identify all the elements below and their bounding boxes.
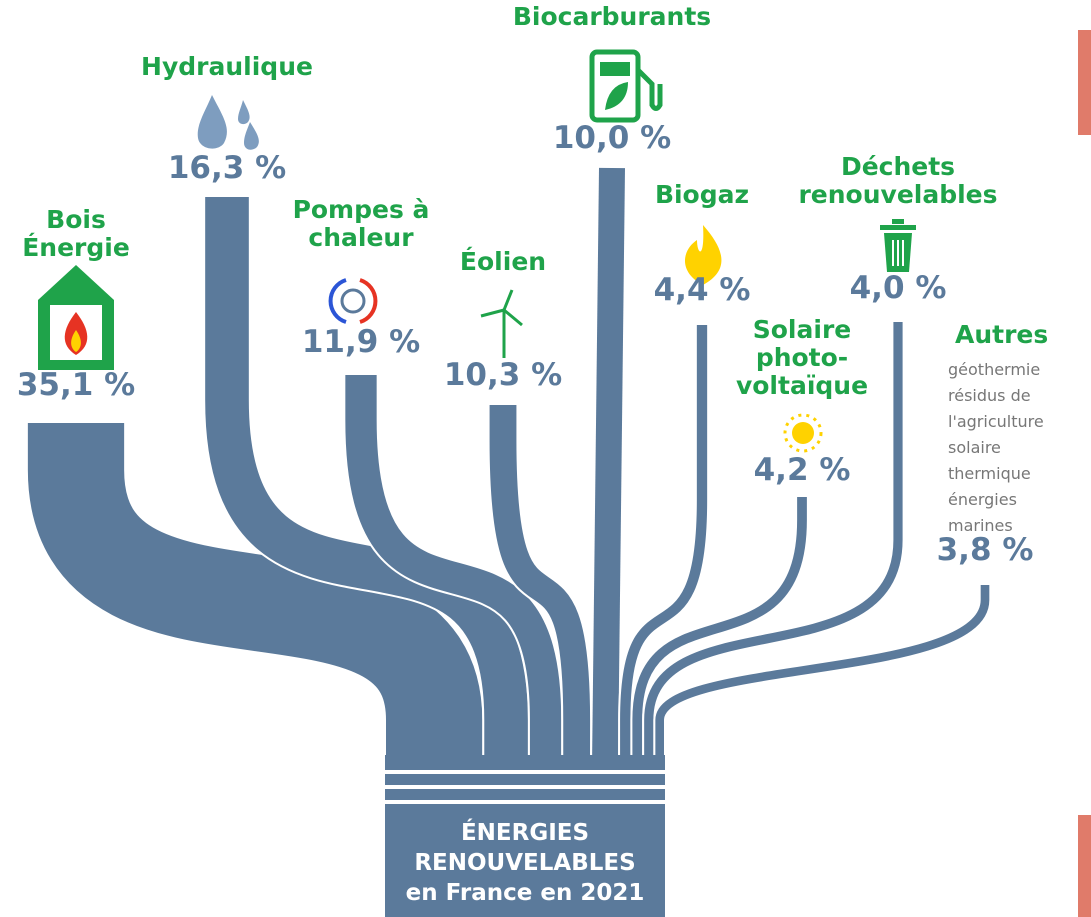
flow-outline xyxy=(653,585,992,760)
edge-bar xyxy=(1078,30,1091,135)
node-label: Énergie xyxy=(22,233,130,262)
icon-wind xyxy=(480,289,523,358)
icon-pump xyxy=(589,49,663,123)
node-label: Pompes à xyxy=(293,195,430,224)
node-label: renouvelables xyxy=(798,180,997,209)
value-label: 16,3 % xyxy=(168,150,286,186)
flow xyxy=(592,167,625,761)
node-label: chaleur xyxy=(308,223,414,252)
value-label: 3,8 % xyxy=(937,532,1034,568)
flow xyxy=(205,197,528,760)
flows xyxy=(25,167,992,761)
value-label: 10,0 % xyxy=(553,120,671,156)
flow xyxy=(345,375,562,760)
node-label: Bois xyxy=(46,205,106,234)
node-label: photo- xyxy=(756,343,848,372)
icon-house xyxy=(38,265,114,370)
annotation: énergies xyxy=(948,490,1017,509)
node-label: Déchets xyxy=(841,152,955,181)
flow xyxy=(632,497,807,760)
trunk xyxy=(385,755,665,917)
annotation: solaire xyxy=(948,438,1001,457)
value-label: 11,9 % xyxy=(302,324,420,360)
edge-bar xyxy=(1078,815,1091,917)
node-label: Autres xyxy=(955,320,1048,349)
icon-bin xyxy=(880,219,916,272)
flow xyxy=(489,405,591,760)
annotation: thermique xyxy=(948,464,1031,483)
trunk-lines xyxy=(385,770,665,804)
node-label: Solaire xyxy=(753,315,851,344)
value-label: 4,0 % xyxy=(850,270,947,306)
flow xyxy=(620,325,708,760)
value-label: 4,2 % xyxy=(754,452,851,488)
chart-title: en France en 2021 xyxy=(406,880,645,906)
icon-drops xyxy=(197,95,259,150)
icon-flame xyxy=(684,225,722,285)
annotation: marines xyxy=(948,516,1013,535)
value-label: 4,4 % xyxy=(654,272,751,308)
node-label: voltaïque xyxy=(736,371,868,400)
chart-title: RENOUVELABLES xyxy=(414,850,635,876)
value-label: 35,1 % xyxy=(17,367,135,403)
flow xyxy=(644,322,903,760)
node-label: Hydraulique xyxy=(141,52,313,81)
flow xyxy=(655,585,990,760)
annotation: l'agriculture xyxy=(948,412,1044,431)
node-label: Biogaz xyxy=(655,180,749,209)
chart-title: ÉNERGIES xyxy=(461,818,589,846)
node-label: Biocarburants xyxy=(513,2,711,31)
value-label: 10,3 % xyxy=(444,357,562,393)
icon-sun xyxy=(783,413,823,453)
annotation: résidus de xyxy=(948,386,1031,405)
icon-fan xyxy=(328,278,378,324)
annotation: géothermie xyxy=(948,360,1040,379)
flow xyxy=(27,423,483,760)
node-label: Éolien xyxy=(460,247,546,276)
